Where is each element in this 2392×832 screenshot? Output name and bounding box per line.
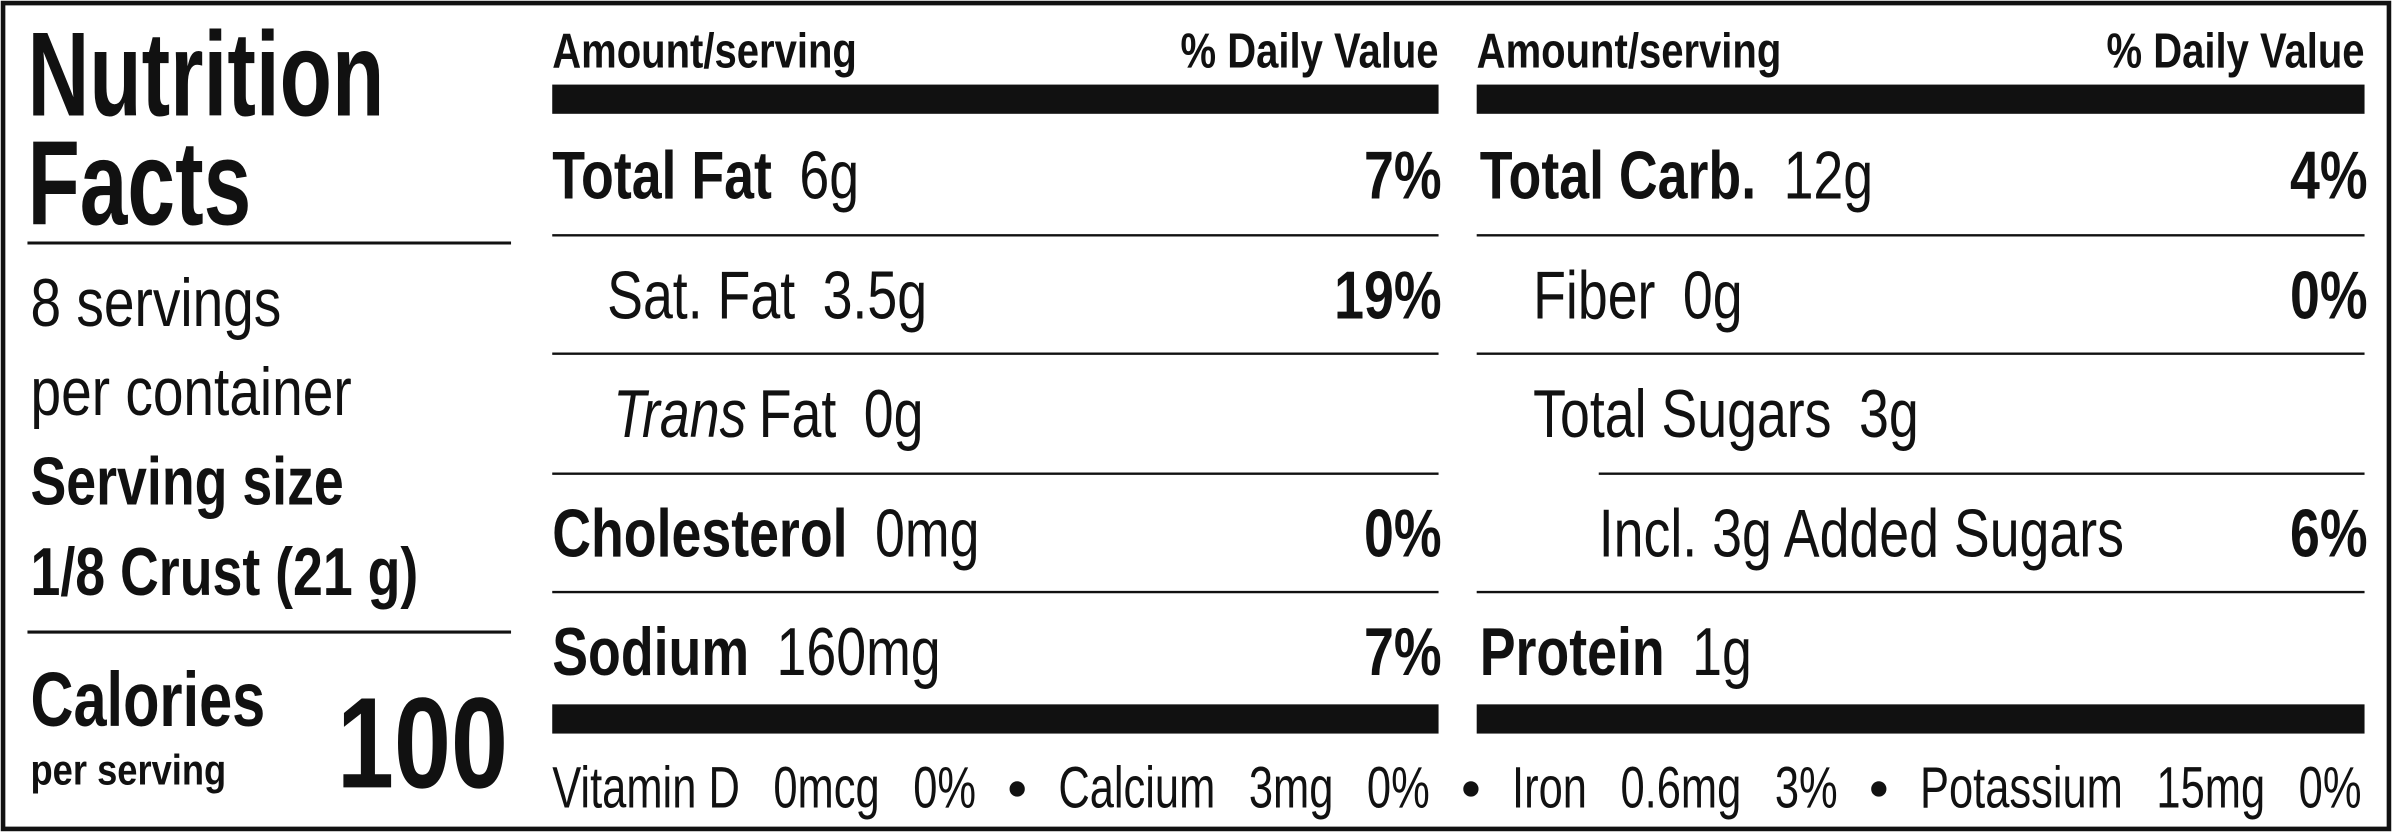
- bullet: [1009, 781, 1025, 797]
- serving-size-label: Serving size: [31, 444, 344, 519]
- vitamin-name: Iron: [1512, 755, 1587, 820]
- nutrient-amount: 160mg: [777, 615, 941, 690]
- nutrient-name: Protein: [1480, 615, 1665, 690]
- title: Facts: [27, 117, 251, 251]
- nutrient-name: Fat: [759, 377, 837, 452]
- nutrient-name: Total Fat: [552, 138, 772, 213]
- nutrient-amount: 0mg: [875, 496, 979, 571]
- nutrient-amount: 1g: [1692, 615, 1752, 690]
- daily-value: 7%: [1364, 615, 1442, 690]
- column-header: Amount/serving: [552, 24, 857, 78]
- vitamin-name: Calcium: [1058, 755, 1215, 820]
- vitamin-amount: 0mcg: [773, 755, 879, 820]
- calories-sub: per serving: [31, 746, 227, 794]
- nutrient-name: Trans: [613, 377, 746, 452]
- nutrient-name: Cholesterol: [552, 496, 847, 571]
- vitamin-dv: 0%: [1367, 755, 1430, 820]
- bullet: [1463, 781, 1479, 797]
- nutrient-name: Incl. 3g Added Sugars: [1599, 496, 2124, 571]
- vitamin-name: Vitamin D: [552, 755, 740, 820]
- nutrient-name: Fiber: [1533, 258, 1655, 333]
- thick-bar: [552, 84, 1439, 114]
- thick-bar: [552, 704, 1439, 734]
- daily-value: 4%: [2290, 138, 2368, 213]
- nutrient-name: Total Carb.: [1480, 138, 1756, 213]
- vitamin-dv: 0%: [913, 755, 976, 820]
- nutrient-amount: 3g: [1859, 377, 1919, 452]
- daily-value: 0%: [2290, 258, 2368, 333]
- nutrient-amount: 6g: [799, 138, 859, 213]
- daily-value: 6%: [2290, 496, 2368, 571]
- nutrient-amount: 3.5g: [823, 258, 927, 333]
- vitamin-dv: 0%: [2299, 755, 2362, 820]
- vitamin-amount: 0.6mg: [1620, 755, 1741, 820]
- calories-label: Calories: [31, 658, 266, 743]
- servings: 8 servings: [31, 266, 282, 341]
- bullet: [1871, 781, 1887, 797]
- vitamin-amount: 3mg: [1249, 755, 1334, 820]
- daily-value: 19%: [1334, 258, 1441, 333]
- column-header: % Daily Value: [1181, 24, 1439, 78]
- vitamin-name: Potassium: [1920, 755, 2123, 820]
- thick-bar: [1476, 704, 2365, 734]
- thick-bar: [1476, 84, 2365, 114]
- servings: per container: [31, 355, 352, 430]
- nutrient-name: Sat. Fat: [607, 258, 795, 333]
- column-header: % Daily Value: [2107, 24, 2365, 78]
- nutrient-amount: 0g: [1683, 258, 1743, 333]
- vitamin-dv: 3%: [1775, 755, 1838, 820]
- nutrient-amount: 0g: [864, 377, 924, 452]
- daily-value: 7%: [1364, 138, 1442, 213]
- serving-size: 1/8 Crust (21 g): [31, 535, 419, 610]
- nutrient-name: Sodium: [552, 615, 749, 690]
- vitamin-amount: 15mg: [2156, 755, 2265, 820]
- title: Nutrition: [27, 8, 384, 142]
- nutrient-name: Total Sugars: [1533, 377, 1831, 452]
- nutrient-amount: 12g: [1784, 138, 1874, 213]
- calories: 100: [337, 672, 508, 816]
- column-header: Amount/serving: [1477, 24, 1782, 78]
- daily-value: 0%: [1364, 496, 1442, 571]
